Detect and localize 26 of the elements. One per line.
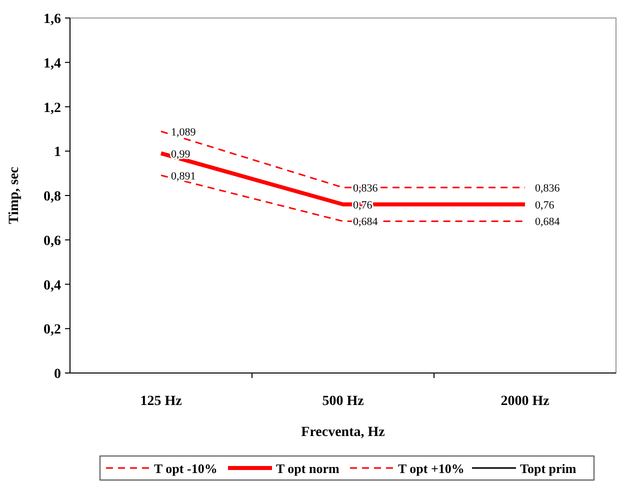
y-tick-label: 0,6 [44, 234, 61, 249]
y-tick-label: 0,2 [44, 322, 61, 338]
y-tick-label: 1,2 [44, 100, 61, 116]
data-label: 0,836 [535, 182, 560, 195]
data-label: 0,99 [171, 148, 191, 160]
x-axis-title: Frecventa, Hz [301, 425, 385, 440]
data-label: 0,836 [353, 182, 378, 195]
legend-label: T opt norm [276, 461, 340, 476]
y-tick-label: 1,4 [44, 56, 61, 72]
y-axis-title: Timp, sec [7, 166, 22, 224]
data-label: 0,891 [171, 170, 196, 182]
y-tick-label: 0,4 [44, 278, 61, 294]
y-tick-label: 0 [54, 367, 61, 382]
x-tick-label: 125 Hz [140, 394, 182, 409]
legend-label: Topt prim [520, 461, 576, 476]
y-tick-label: 1 [54, 145, 61, 160]
legend-label: T opt +10% [398, 461, 464, 476]
data-label: 0,684 [535, 216, 560, 228]
y-tick-label: 0,8 [44, 190, 61, 204]
legend-label: T opt -10% [154, 461, 218, 476]
data-label: 1,089 [171, 126, 196, 138]
data-label: 0,76 [535, 199, 555, 212]
y-tick-label: 1,6 [44, 12, 61, 27]
x-tick-label: 2000 Hz [500, 394, 550, 409]
data-label: 0,684 [353, 216, 378, 228]
x-tick-label: 500 Hz [322, 394, 364, 409]
